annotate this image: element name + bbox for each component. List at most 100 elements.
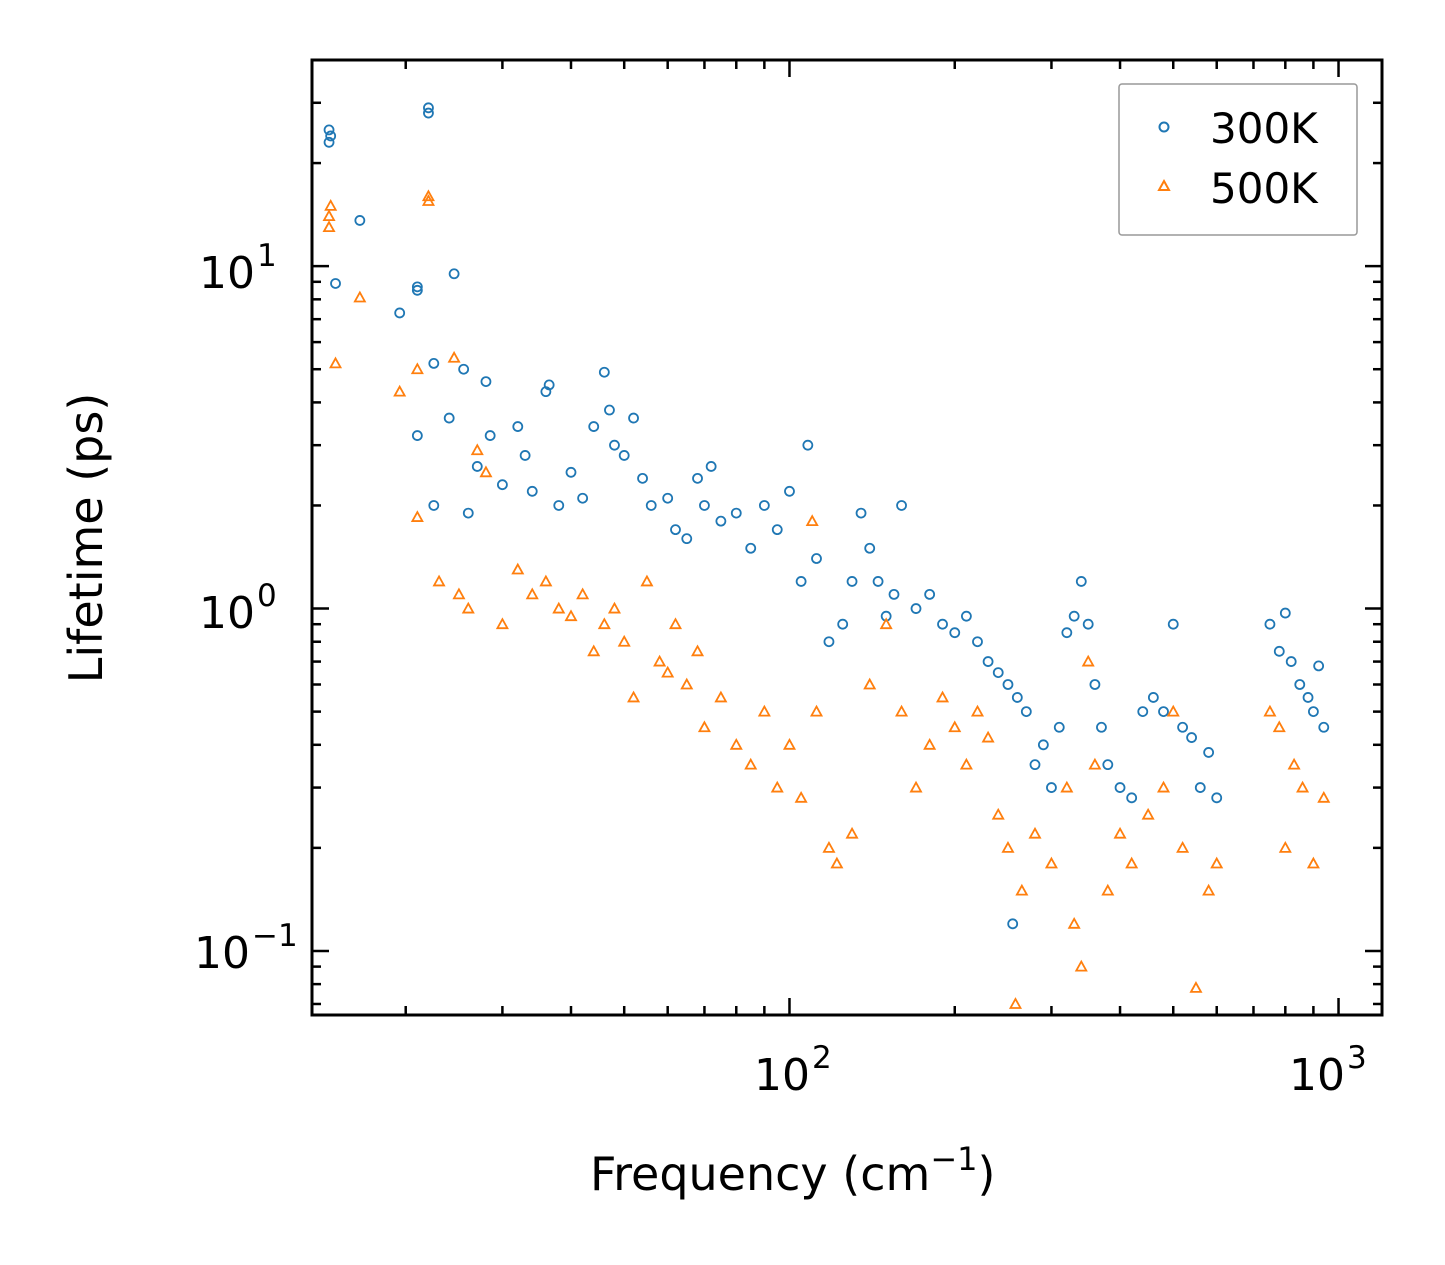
point-300K [699,500,710,511]
point-500K [1141,807,1155,820]
point-300K [411,430,423,441]
y-tick-exp-10: 1 [257,238,277,274]
point-300K [448,268,460,280]
point-300K [1285,656,1297,667]
point-500K [744,757,758,770]
point-300K [771,524,783,536]
point-500K [410,362,424,375]
point-300K [1089,679,1101,690]
point-300K [924,588,936,600]
series-500K [322,189,1331,1009]
point-300K [428,357,440,369]
point-300K [1020,706,1032,718]
point-500K [923,737,937,750]
y-tick-exp-1: 0 [257,578,277,614]
x-tick-base-100: 10 [754,1050,810,1101]
y-axis-label: Lifetime (ps) [59,393,113,684]
point-500K [1210,856,1224,869]
y-tick-label-10: 10 1 [199,238,277,299]
point-500K [1044,856,1058,869]
point-300K [758,500,770,511]
point-500K [495,617,509,630]
point-500K [863,677,877,690]
point-500K [1272,720,1286,733]
point-300K [1302,692,1314,703]
point-500K [324,198,338,211]
point-300K [1273,645,1285,657]
point-300K [1114,782,1126,793]
point-300K [565,466,577,478]
point-500K [393,384,407,397]
point-500K [729,737,743,750]
point-300K [949,627,961,639]
point-500K [845,826,859,839]
svg-text:Frequency (cm−1): Frequency (cm−1) [590,1140,995,1201]
point-500K [1306,856,1320,869]
point-500K [421,194,435,206]
point-500K [1101,883,1115,896]
point-500K [680,677,694,690]
point-500K [1074,959,1088,972]
point-500K [447,350,461,363]
point-300K [354,215,366,226]
x-axis-label-sup: −1 [930,1140,977,1178]
x-axis-label: Frequency (cm−1) [590,1140,995,1201]
point-300K [670,524,681,536]
point-300K [982,656,994,667]
point-500K [525,587,539,600]
point-500K [1081,654,1095,667]
point-500K [936,690,950,703]
point-300K [1264,618,1276,630]
point-300K [972,636,983,648]
point-500K [353,290,367,303]
point-500K [1278,841,1292,853]
point-500K [830,856,844,869]
point-300K [1068,610,1080,622]
point-300K [1096,721,1107,733]
point-500K [1176,841,1190,853]
legend-label-300K: 300K [1210,104,1319,153]
point-300K [1158,706,1169,718]
legend-frame [1118,83,1358,236]
point-500K [909,780,923,793]
point-300K [1082,618,1094,630]
point-300K [872,576,884,587]
y-tick-label-0.1: 10 −1 [194,918,298,979]
point-500K [322,209,336,222]
y-tick-base-1: 10 [199,588,255,639]
point-300K [1186,732,1197,743]
point-300K [1061,627,1073,639]
point-500K [432,574,446,587]
y-tick-exp-0.1: −1 [252,918,298,954]
point-300K [443,412,455,424]
point-500K [782,737,797,750]
x-tick-exp-100: 2 [812,1040,832,1076]
point-500K [981,730,995,743]
point-500K [322,220,336,233]
point-300K [323,124,335,136]
point-300K [543,379,555,391]
point-300K [692,472,703,484]
point-500K [653,654,667,667]
y-tick-base-0.1: 10 [194,928,250,979]
plot-frame [310,58,1384,1017]
major-ticks [312,60,1382,1015]
point-300K [888,588,900,600]
point-500K [1028,826,1042,839]
point-300K [637,472,648,484]
point-300K [1203,747,1215,758]
point-300K [1075,576,1087,587]
point-500K [470,443,484,456]
point-300K [802,439,814,451]
point-300K [519,450,531,461]
point-500K [1008,997,1023,1009]
point-300K [1037,739,1049,751]
point-500K [770,780,784,793]
point-300K [1002,679,1014,690]
point-500K [587,644,601,657]
point-300K [1102,759,1114,771]
point-300K [394,307,406,319]
point-500K [552,601,566,614]
point-500K [1317,790,1331,803]
point-300K [1053,721,1065,733]
